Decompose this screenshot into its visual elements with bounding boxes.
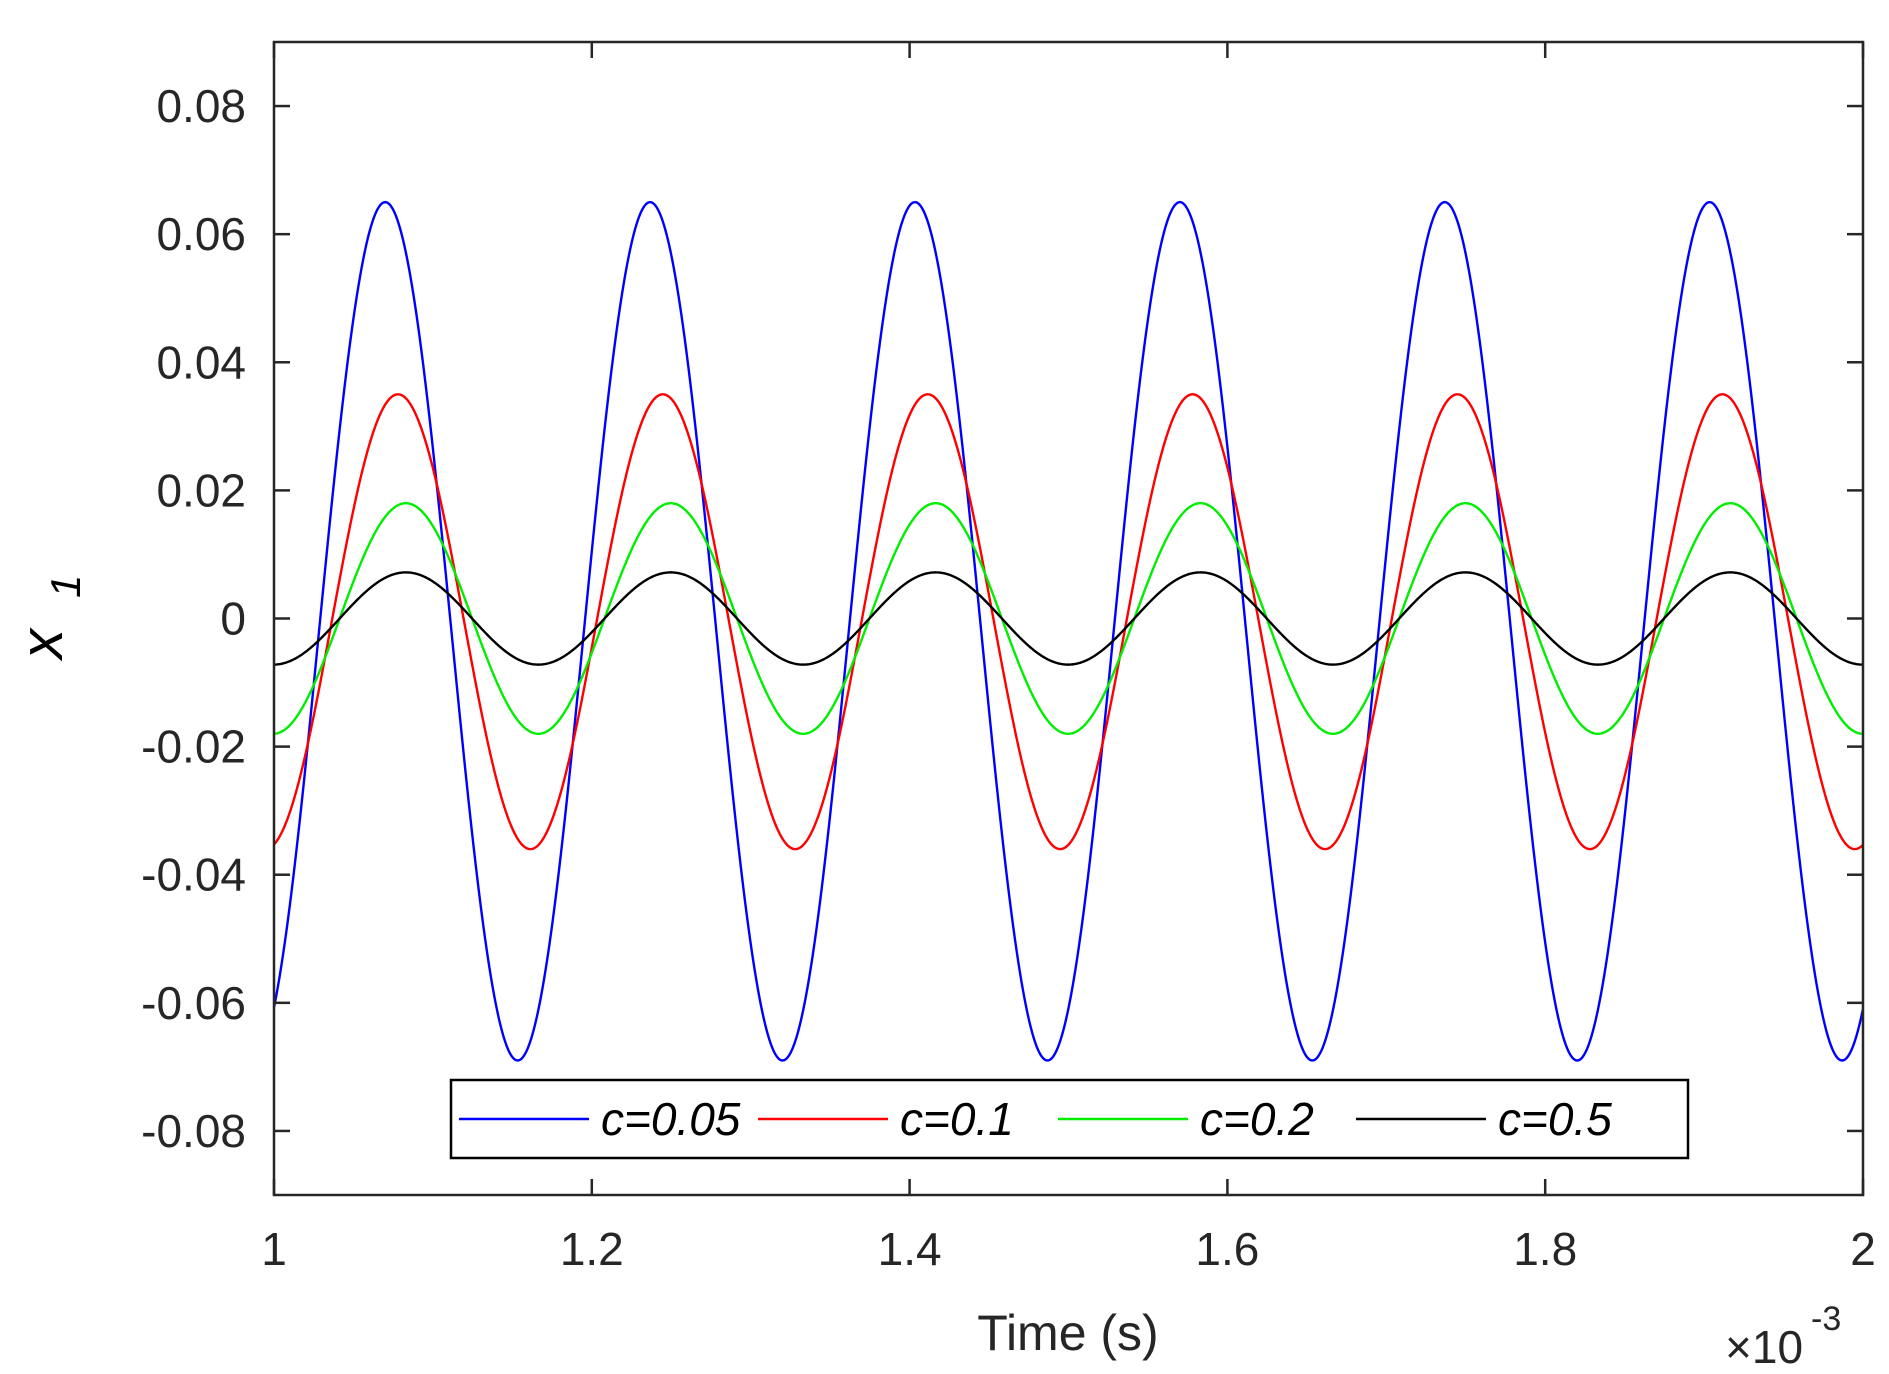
- x-axis-label: Time (s): [977, 1305, 1158, 1361]
- legend-entries: c=0.05 c=0.1 c=0.2 c=0.5: [459, 1093, 1612, 1145]
- legend-label-1: c=0.05: [601, 1093, 741, 1145]
- y-tick-label-2: -0.06: [141, 977, 246, 1029]
- x-tick-label-3: 1.4: [878, 1223, 942, 1275]
- x-scale-base: ×10: [1725, 1321, 1803, 1373]
- legend: c=0.05 c=0.1 c=0.2 c=0.5: [449, 1078, 1690, 1160]
- series-line-2: [273, 393, 1864, 851]
- y-tick-labels: -0.08 -0.06 -0.04 -0.02 0 0.02 0.04 0.06 0.08: [141, 80, 246, 1157]
- series-line-1: [272, 200, 1865, 1062]
- x-tick-labels: 1 1.2 1.4 1.6 1.8 2: [261, 1223, 1876, 1275]
- x-tick-label-6: 2: [1850, 1223, 1876, 1275]
- y-tick-label-5: 0: [220, 593, 246, 645]
- y-axis-label: x 1: [8, 575, 89, 662]
- y-tick-label-6: 0.02: [156, 464, 246, 516]
- plot-area: [274, 42, 1863, 1195]
- y-tick-label-1: -0.08: [141, 1105, 246, 1157]
- y-axis-label-main: x: [8, 627, 75, 662]
- y-tick-label-4: -0.02: [141, 721, 246, 773]
- y-tick-label-7: 0.04: [156, 336, 246, 388]
- x-scale-exponent: -3: [1811, 1300, 1841, 1338]
- legend-label-4: c=0.5: [1498, 1093, 1612, 1145]
- series-layer: [272, 200, 1865, 1062]
- x-tick-label-5: 1.8: [1513, 1223, 1577, 1275]
- legend-label-3: c=0.2: [1200, 1093, 1314, 1145]
- y-tick-label-8: 0.06: [156, 208, 246, 260]
- x-scale-factor: ×10 -3: [1725, 1300, 1841, 1373]
- y-tick-label-3: -0.04: [141, 849, 246, 901]
- legend-label-2: c=0.1: [900, 1093, 1014, 1145]
- series-line-3: [273, 501, 1864, 736]
- x-tick-label-2: 1.2: [560, 1223, 624, 1275]
- series-line-4: [273, 571, 1864, 666]
- x-tick-label-1: 1: [261, 1223, 287, 1275]
- axes-box: [272, 40, 1865, 1197]
- y-axis-label-subscript: 1: [42, 575, 89, 598]
- y-tick-label-9: 0.08: [156, 80, 246, 132]
- x-tick-label-4: 1.6: [1195, 1223, 1259, 1275]
